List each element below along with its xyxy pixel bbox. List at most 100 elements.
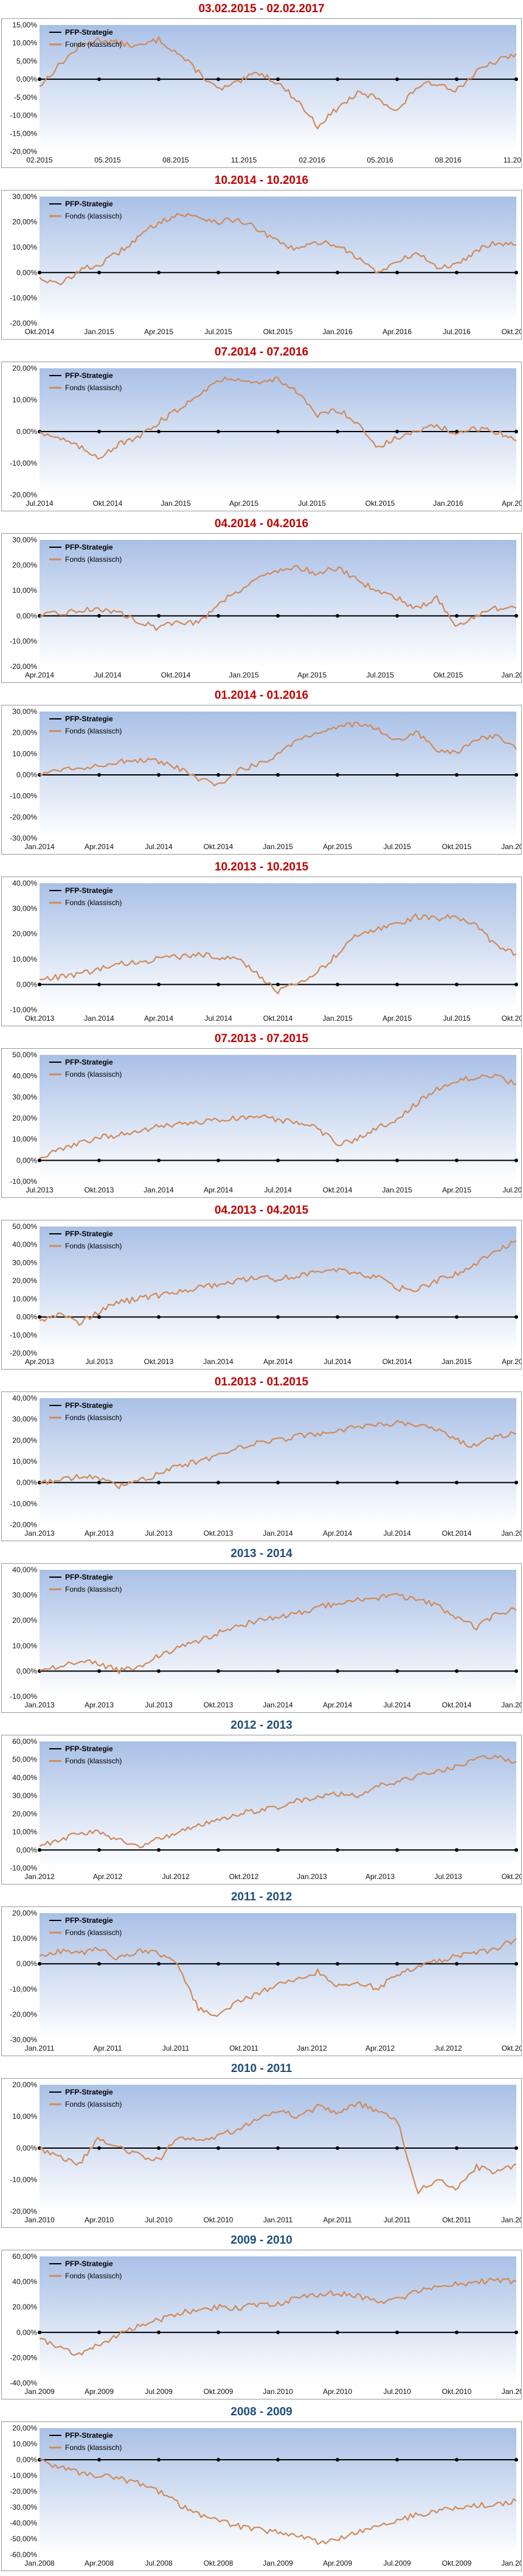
legend: PFP-Strategie Fonds (klassisch) bbox=[49, 1230, 122, 1250]
fonds-series-line bbox=[39, 2459, 517, 2545]
y-tick-label: 0,00% bbox=[16, 612, 37, 620]
x-tick-label: Apr.2014 bbox=[263, 1357, 293, 1366]
y-tick-label: -20,00% bbox=[10, 319, 37, 327]
strategy-point bbox=[97, 430, 101, 433]
strategy-point bbox=[276, 77, 280, 82]
x-tick-label: Jan.2015 bbox=[263, 842, 293, 851]
chart-svg: 40,00% 30,00% 20,00% 10,00% 0,00% -10,00% -20,… bbox=[10, 1394, 521, 1538]
chart-svg: 20,00% 10,00% 0,00% -10,00% -20,00% -30,00% -4… bbox=[10, 2424, 521, 2567]
y-tick-label: -10,00% bbox=[10, 792, 37, 800]
chart-area: 20,00% 10,00% 0,00% -10,00% -20,00% Jul.2014 O… bbox=[1, 362, 522, 511]
x-tick-label: Okt.2015 bbox=[434, 671, 463, 679]
x-tick-label: Jan.2011 bbox=[263, 2216, 293, 2224]
strategy-point bbox=[455, 982, 459, 987]
chart-svg: 40,00%30,00%20,00%10,00%0,00%-10,00%Jan.… bbox=[10, 1566, 521, 1709]
strategy-point bbox=[395, 1480, 399, 1485]
strategy-point bbox=[455, 1480, 459, 1485]
chart-area: 30,00% 20,00% 10,00% 0,00% -10,00% -20,00% Apr… bbox=[1, 533, 522, 683]
x-tick-label: Okt.2013 bbox=[204, 1529, 234, 1538]
legend-strategy-label: PFP-Strategie bbox=[65, 886, 113, 895]
y-tick-label: 20,00% bbox=[12, 364, 37, 373]
x-tick-label: Jan.2015 bbox=[501, 1529, 521, 1538]
strategy-point bbox=[97, 1962, 101, 1966]
y-tick-label: -20,00% bbox=[10, 2353, 37, 2362]
x-tick-label: 08.2015 bbox=[162, 156, 189, 164]
strategy-point bbox=[514, 1315, 518, 1319]
fonds-series-line bbox=[39, 1240, 517, 1326]
fonds-series-line bbox=[39, 913, 517, 995]
x-tick-label: Jan.2009 bbox=[263, 2559, 293, 2567]
y-tick-label: 40,00% bbox=[12, 1072, 37, 1080]
y-tick-label: -10,00% bbox=[10, 2175, 37, 2184]
legend-fonds-label: Fonds (klassisch) bbox=[65, 1928, 122, 1937]
y-tick-label: 0,00% bbox=[16, 2328, 37, 2337]
y-tick-label: 60,00% bbox=[12, 1737, 37, 1746]
chart-svg: 60,00% 50,00% 40,00% 30,00% 20,00% 10,00% 0,00… bbox=[10, 1737, 521, 1881]
legend-fonds-label: Fonds (klassisch) bbox=[65, 727, 122, 735]
fonds-series-line bbox=[39, 36, 517, 130]
chart-panel: 2008 - 2009 20,00% 10,00% 0,00% -10,00% -20,0… bbox=[0, 2403, 523, 2575]
x-tick-label: Okt.2016 bbox=[502, 327, 521, 336]
legend: PFP-Strategie Fonds (klassisch) bbox=[49, 1916, 122, 1937]
y-tick-label: 20,00% bbox=[12, 1909, 37, 1917]
strategy-point bbox=[97, 614, 101, 618]
chart-area: 60,00% 50,00% 40,00% 30,00% 20,00% 10,00% 0,00… bbox=[1, 1735, 522, 1885]
y-tick-label: -50,00% bbox=[10, 2535, 37, 2543]
chart-panel: 01.2013 - 01.2015 40,00% 30,00% 20,00% 10,00… bbox=[0, 1373, 523, 1545]
y-tick-label: 30,00% bbox=[12, 1791, 37, 1800]
legend-fonds-label: Fonds (klassisch) bbox=[65, 40, 122, 49]
strategy-point bbox=[336, 1315, 339, 1319]
chart-panel: 2009 - 2010 60,00% 40,00% 20,00% 0,00% -20,00… bbox=[0, 2231, 523, 2403]
strategy-point bbox=[336, 2146, 339, 2150]
chart-title: 03.02.2015 - 02.02.2017 bbox=[198, 2, 325, 15]
legend: PFP-Strategie Fonds (klassisch) bbox=[49, 2088, 122, 2109]
x-tick-label: Apr.2009 bbox=[85, 2387, 114, 2396]
strategy-point bbox=[514, 1158, 518, 1163]
strategy-point bbox=[216, 2458, 220, 2462]
chart-title: 10.2014 - 10.2016 bbox=[214, 174, 309, 187]
strategy-point bbox=[455, 773, 459, 777]
x-tick-label: Jan.2012 bbox=[24, 1872, 55, 1881]
chart-title: 2011 - 2012 bbox=[230, 1891, 293, 1903]
strategy-point bbox=[336, 430, 339, 433]
strategy-point bbox=[97, 982, 101, 987]
y-tick-label: -30,00% bbox=[10, 2035, 37, 2044]
chart-svg: 50,00% 40,00% 30,00% 20,00% 10,00% 0,00% -10,0… bbox=[10, 1051, 521, 1194]
x-tick-label: Jan.2016 bbox=[433, 499, 463, 508]
strategy-point bbox=[336, 77, 339, 82]
strategy-point bbox=[336, 270, 339, 275]
legend-strategy-label: PFP-Strategie bbox=[65, 200, 113, 208]
strategy-point bbox=[216, 1848, 220, 1852]
x-tick-label: Okt.2013 bbox=[25, 1014, 55, 1023]
x-tick-label: Apr.2014 bbox=[25, 671, 54, 679]
x-tick-label: Jul.2014 bbox=[383, 1701, 411, 1709]
x-tick-label: Apr.2012 bbox=[93, 1872, 122, 1881]
x-tick-label: Jul.2013 bbox=[26, 1186, 54, 1194]
strategy-point bbox=[276, 1158, 280, 1163]
strategy-point bbox=[216, 1669, 220, 1673]
legend-strategy-label: PFP-Strategie bbox=[65, 1916, 113, 1925]
strategy-point bbox=[336, 1669, 339, 1673]
strategy-point bbox=[38, 1158, 41, 1163]
y-tick-label: 0,00% bbox=[16, 427, 37, 436]
y-tick-label: 10,00% bbox=[12, 955, 37, 964]
strategy-point bbox=[455, 1848, 459, 1852]
x-tick-label: Apr.2014 bbox=[323, 1529, 352, 1538]
strategy-point bbox=[395, 1962, 399, 1966]
x-tick-label: Okt.2009 bbox=[442, 2559, 472, 2567]
y-tick-label: 20,00% bbox=[12, 2424, 37, 2432]
strategy-point bbox=[157, 1669, 161, 1673]
y-tick-label: -20,00% bbox=[10, 491, 37, 499]
chart-area: 50,00% 40,00% 30,00% 20,00% 10,00% 0,00% -10,0… bbox=[1, 1048, 522, 1198]
strategy-point bbox=[514, 270, 518, 275]
y-tick-label: 30,00% bbox=[12, 905, 37, 913]
y-tick-label: -20,00% bbox=[10, 2207, 37, 2216]
strategy-point bbox=[276, 614, 280, 618]
x-tick-label: Jul.2011 bbox=[384, 2216, 411, 2224]
chart-svg: 60,00%40,00%20,00%0,00%-20,00%-40,00%Jan… bbox=[10, 2252, 521, 2396]
chart-panel: 01.2014 - 01.2016 30,00% 20,00% 10,00% 0,00%… bbox=[0, 687, 523, 858]
x-tick-label: Apr.2016 bbox=[383, 327, 412, 336]
x-tick-label: Jan.2015 bbox=[229, 671, 259, 679]
x-tick-label: Okt.2010 bbox=[204, 2216, 234, 2224]
strategy-point bbox=[216, 1480, 220, 1485]
